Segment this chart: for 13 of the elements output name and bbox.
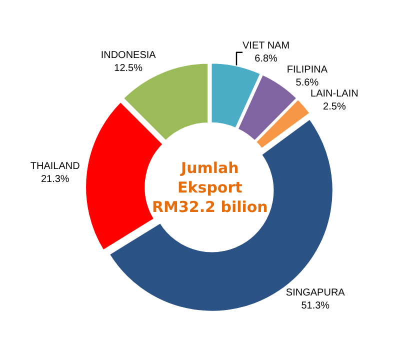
slice-label: THAILAND [30,160,80,172]
slice-label: VIET NAM [242,40,290,52]
text: Jumlah Eksport RM32.2 bilion [152,159,268,216]
data-label: 21.3% [40,174,70,185]
slice-label: FILIPINA [286,64,328,76]
slice-label: INDONESIA [100,50,156,61]
data-label: 12.5% [114,62,143,74]
data-label: 51.3% [301,300,330,312]
data-label: 2.5% [323,102,346,113]
data-label: 6.8% [254,53,278,64]
slice-label: LAIN-LAIN [310,88,358,100]
slice-label: SINGAPURA [286,287,346,298]
data-label: 5.6% [296,77,319,88]
